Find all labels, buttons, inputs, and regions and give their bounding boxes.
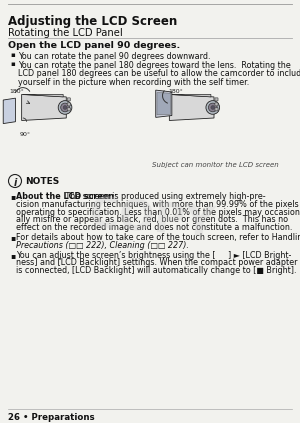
Text: 180°: 180° [168, 90, 183, 94]
Polygon shape [156, 90, 172, 117]
Text: Subject can monitor the LCD screen: Subject can monitor the LCD screen [152, 162, 279, 168]
Text: You can rotate the panel 90 degrees downward.: You can rotate the panel 90 degrees down… [18, 52, 211, 61]
Circle shape [206, 101, 220, 114]
Circle shape [8, 175, 22, 187]
Text: is connected, [LCD Backlight] will automatically change to [■ Bright].: is connected, [LCD Backlight] will autom… [16, 266, 296, 275]
Text: You can rotate the panel 180 degrees toward the lens.  Rotating the: You can rotate the panel 180 degrees tow… [18, 61, 291, 70]
Polygon shape [171, 94, 211, 97]
Text: LCD panel 180 degrees can be useful to allow the camcorder to include: LCD panel 180 degrees can be useful to a… [18, 69, 300, 79]
Text: Rotating the LCD Panel: Rotating the LCD Panel [8, 28, 123, 38]
Text: Precautions (□□ 222), Cleaning (□□ 227).: Precautions (□□ 222), Cleaning (□□ 227). [16, 241, 189, 250]
Text: ▪: ▪ [10, 250, 15, 260]
Text: About the LCD screen:: About the LCD screen: [16, 192, 117, 201]
Text: operating to specification. Less than 0.01% of the pixels may occasion-: operating to specification. Less than 0.… [16, 208, 300, 217]
Polygon shape [169, 94, 214, 121]
Polygon shape [22, 94, 66, 121]
Text: COPY: COPY [87, 194, 217, 247]
Text: 180°: 180° [9, 90, 24, 94]
Text: cision manufacturing techniques, with more than 99.99% of the pixels: cision manufacturing techniques, with mo… [16, 200, 298, 209]
Text: The screen is produced using extremely high-pre-: The screen is produced using extremely h… [63, 192, 266, 201]
Polygon shape [23, 94, 63, 97]
FancyBboxPatch shape [67, 98, 70, 101]
Circle shape [211, 106, 214, 109]
Text: ▪: ▪ [10, 233, 15, 242]
Text: yourself in the picture when recording with the self timer.: yourself in the picture when recording w… [18, 78, 249, 87]
Text: 26 • Preparations: 26 • Preparations [8, 413, 94, 422]
FancyBboxPatch shape [67, 108, 70, 111]
Text: You can adjust the screen’s brightness using the [     ] ► [LCD Bright-: You can adjust the screen’s brightness u… [16, 250, 291, 260]
Text: 90°: 90° [19, 132, 30, 137]
Circle shape [58, 101, 72, 114]
Polygon shape [3, 98, 15, 124]
FancyBboxPatch shape [215, 108, 218, 111]
Text: For details about how to take care of the touch screen, refer to Handling: For details about how to take care of th… [16, 233, 300, 242]
Text: ▪: ▪ [10, 61, 15, 67]
FancyBboxPatch shape [215, 98, 218, 101]
Text: i: i [13, 178, 17, 187]
Circle shape [61, 103, 69, 112]
Text: ness] and [LCD Backlight] settings. When the compact power adapter: ness] and [LCD Backlight] settings. When… [16, 258, 298, 267]
Text: NOTES: NOTES [25, 177, 59, 186]
Polygon shape [157, 93, 171, 115]
Text: effect on the recorded image and does not constitute a malfunction.: effect on the recorded image and does no… [16, 223, 292, 232]
Text: ▪: ▪ [10, 192, 15, 201]
Circle shape [63, 106, 67, 109]
Text: ally misfire or appear as black, red, blue or green dots.  This has no: ally misfire or appear as black, red, bl… [16, 215, 288, 224]
FancyBboxPatch shape [215, 103, 218, 106]
Text: ▪: ▪ [10, 52, 15, 58]
Circle shape [208, 103, 217, 112]
FancyBboxPatch shape [67, 103, 70, 106]
Text: Adjusting the LCD Screen: Adjusting the LCD Screen [8, 15, 177, 28]
Text: Open the LCD panel 90 degrees.: Open the LCD panel 90 degrees. [8, 41, 180, 50]
